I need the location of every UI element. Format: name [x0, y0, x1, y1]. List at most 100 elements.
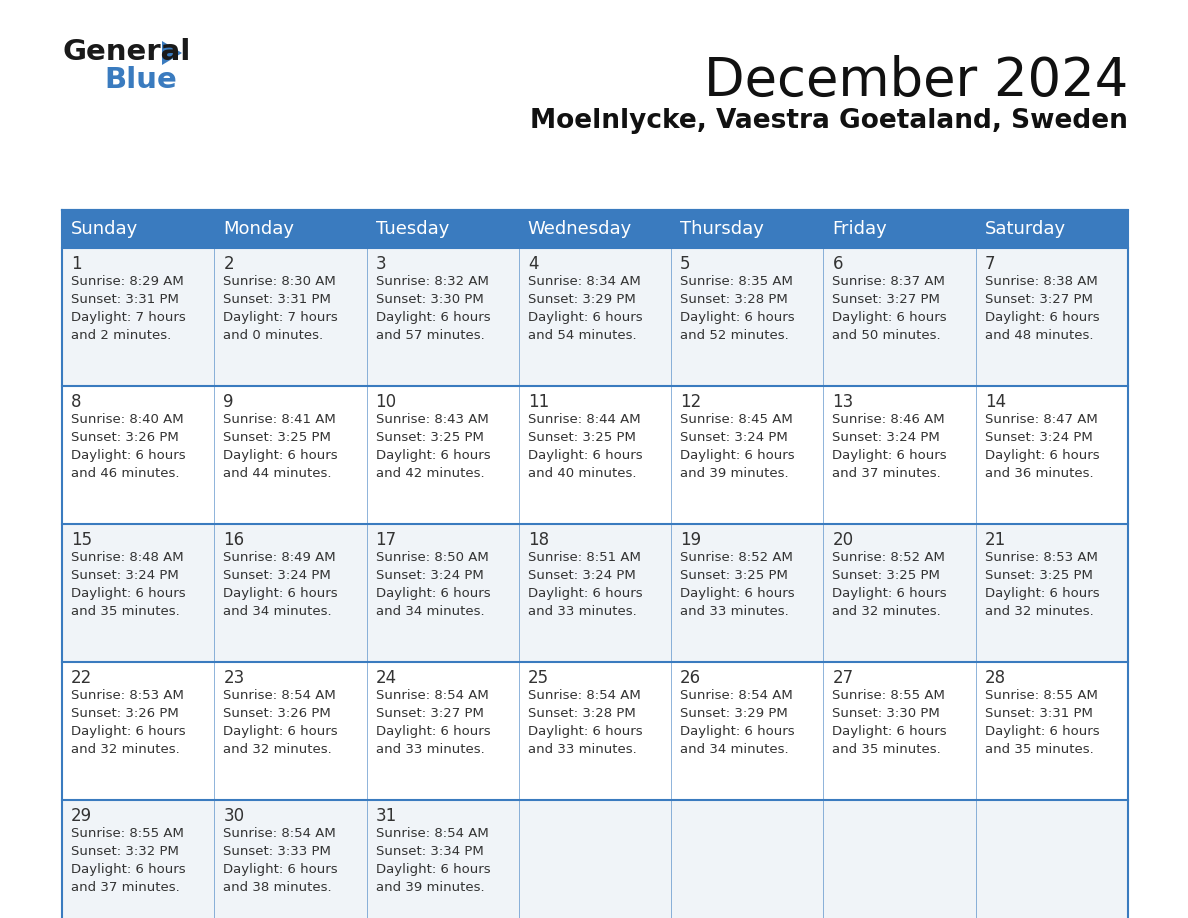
Text: Daylight: 6 hours: Daylight: 6 hours [375, 311, 491, 324]
Text: Daylight: 6 hours: Daylight: 6 hours [527, 587, 643, 600]
Text: Sunrise: 8:53 AM: Sunrise: 8:53 AM [71, 689, 184, 702]
Text: Daylight: 6 hours: Daylight: 6 hours [985, 311, 1099, 324]
Bar [519, 210, 671, 248]
Text: 3: 3 [375, 255, 386, 273]
Bar [975, 800, 1127, 918]
Bar [62, 662, 214, 800]
Text: Sunrise: 8:45 AM: Sunrise: 8:45 AM [681, 413, 792, 426]
Text: and 2 minutes.: and 2 minutes. [71, 329, 171, 342]
Text: Daylight: 6 hours: Daylight: 6 hours [833, 587, 947, 600]
Bar [214, 800, 367, 918]
Text: Sunset: 3:26 PM: Sunset: 3:26 PM [71, 431, 178, 444]
Text: Daylight: 6 hours: Daylight: 6 hours [71, 863, 185, 876]
Text: and 33 minutes.: and 33 minutes. [527, 605, 637, 618]
Text: and 57 minutes.: and 57 minutes. [375, 329, 485, 342]
Bar [367, 386, 519, 524]
Text: Sunset: 3:27 PM: Sunset: 3:27 PM [833, 293, 941, 306]
Text: Monday: Monday [223, 220, 295, 238]
Bar [62, 248, 214, 386]
Text: Daylight: 6 hours: Daylight: 6 hours [71, 725, 185, 738]
Text: Sunset: 3:25 PM: Sunset: 3:25 PM [985, 569, 1093, 582]
Text: Sunset: 3:33 PM: Sunset: 3:33 PM [223, 845, 331, 858]
Text: Moelnlycke, Vaestra Goetaland, Sweden: Moelnlycke, Vaestra Goetaland, Sweden [530, 108, 1127, 134]
Text: 19: 19 [681, 531, 701, 549]
Text: and 32 minutes.: and 32 minutes. [223, 743, 331, 756]
Text: and 32 minutes.: and 32 minutes. [71, 743, 179, 756]
Text: 7: 7 [985, 255, 996, 273]
Text: Daylight: 6 hours: Daylight: 6 hours [833, 725, 947, 738]
Bar [62, 386, 214, 524]
Text: Sunrise: 8:46 AM: Sunrise: 8:46 AM [833, 413, 944, 426]
Text: and 0 minutes.: and 0 minutes. [223, 329, 323, 342]
Text: Wednesday: Wednesday [527, 220, 632, 238]
Text: Sunset: 3:28 PM: Sunset: 3:28 PM [527, 707, 636, 720]
Text: 13: 13 [833, 393, 854, 411]
Text: 29: 29 [71, 807, 93, 825]
Text: Sunset: 3:31 PM: Sunset: 3:31 PM [71, 293, 179, 306]
Bar [671, 386, 823, 524]
Text: Sunrise: 8:38 AM: Sunrise: 8:38 AM [985, 275, 1098, 288]
Text: 20: 20 [833, 531, 853, 549]
Text: Sunset: 3:31 PM: Sunset: 3:31 PM [223, 293, 331, 306]
Text: Daylight: 6 hours: Daylight: 6 hours [223, 449, 337, 462]
Text: Sunset: 3:24 PM: Sunset: 3:24 PM [223, 569, 331, 582]
Bar [519, 248, 671, 386]
Bar [214, 386, 367, 524]
Text: Sunrise: 8:54 AM: Sunrise: 8:54 AM [375, 827, 488, 840]
Text: and 54 minutes.: and 54 minutes. [527, 329, 637, 342]
Text: Sunset: 3:34 PM: Sunset: 3:34 PM [375, 845, 484, 858]
Text: Daylight: 6 hours: Daylight: 6 hours [375, 587, 491, 600]
Text: and 33 minutes.: and 33 minutes. [681, 605, 789, 618]
Text: Sunset: 3:25 PM: Sunset: 3:25 PM [375, 431, 484, 444]
Bar [823, 248, 975, 386]
Text: Sunset: 3:30 PM: Sunset: 3:30 PM [375, 293, 484, 306]
Text: Sunset: 3:27 PM: Sunset: 3:27 PM [375, 707, 484, 720]
Text: and 37 minutes.: and 37 minutes. [71, 881, 179, 894]
Text: Sunset: 3:28 PM: Sunset: 3:28 PM [681, 293, 788, 306]
Text: and 34 minutes.: and 34 minutes. [223, 605, 331, 618]
Text: and 39 minutes.: and 39 minutes. [681, 467, 789, 480]
Text: Sunday: Sunday [71, 220, 138, 238]
Text: Blue: Blue [105, 66, 177, 94]
Text: Daylight: 6 hours: Daylight: 6 hours [375, 449, 491, 462]
Text: Daylight: 6 hours: Daylight: 6 hours [71, 587, 185, 600]
Text: 9: 9 [223, 393, 234, 411]
Text: Sunrise: 8:54 AM: Sunrise: 8:54 AM [223, 827, 336, 840]
Text: Sunrise: 8:47 AM: Sunrise: 8:47 AM [985, 413, 1098, 426]
Text: Daylight: 6 hours: Daylight: 6 hours [985, 587, 1099, 600]
Text: 11: 11 [527, 393, 549, 411]
Text: 4: 4 [527, 255, 538, 273]
Text: Sunset: 3:31 PM: Sunset: 3:31 PM [985, 707, 1093, 720]
Text: Daylight: 6 hours: Daylight: 6 hours [681, 587, 795, 600]
Text: and 35 minutes.: and 35 minutes. [71, 605, 179, 618]
Text: Sunrise: 8:53 AM: Sunrise: 8:53 AM [985, 551, 1098, 564]
Text: and 44 minutes.: and 44 minutes. [223, 467, 331, 480]
Text: Sunset: 3:32 PM: Sunset: 3:32 PM [71, 845, 179, 858]
Text: Friday: Friday [833, 220, 887, 238]
Text: and 34 minutes.: and 34 minutes. [681, 743, 789, 756]
Text: Daylight: 6 hours: Daylight: 6 hours [833, 449, 947, 462]
Bar [823, 210, 975, 248]
Bar [975, 210, 1127, 248]
Text: Daylight: 6 hours: Daylight: 6 hours [375, 725, 491, 738]
Bar [62, 524, 214, 662]
Text: 2: 2 [223, 255, 234, 273]
Text: December 2024: December 2024 [703, 55, 1127, 107]
Text: Daylight: 6 hours: Daylight: 6 hours [985, 725, 1099, 738]
Text: 8: 8 [71, 393, 82, 411]
Bar [671, 248, 823, 386]
Text: Thursday: Thursday [681, 220, 764, 238]
Text: Sunrise: 8:54 AM: Sunrise: 8:54 AM [375, 689, 488, 702]
Text: and 35 minutes.: and 35 minutes. [833, 743, 941, 756]
Text: Sunset: 3:26 PM: Sunset: 3:26 PM [71, 707, 178, 720]
Text: Sunrise: 8:52 AM: Sunrise: 8:52 AM [833, 551, 946, 564]
Text: and 33 minutes.: and 33 minutes. [375, 743, 485, 756]
Text: Daylight: 6 hours: Daylight: 6 hours [527, 725, 643, 738]
Text: Sunrise: 8:30 AM: Sunrise: 8:30 AM [223, 275, 336, 288]
Text: Daylight: 6 hours: Daylight: 6 hours [71, 449, 185, 462]
Text: Sunrise: 8:52 AM: Sunrise: 8:52 AM [681, 551, 794, 564]
Text: and 34 minutes.: and 34 minutes. [375, 605, 485, 618]
Text: and 48 minutes.: and 48 minutes. [985, 329, 1093, 342]
Polygon shape [162, 41, 182, 65]
Text: and 32 minutes.: and 32 minutes. [985, 605, 1093, 618]
